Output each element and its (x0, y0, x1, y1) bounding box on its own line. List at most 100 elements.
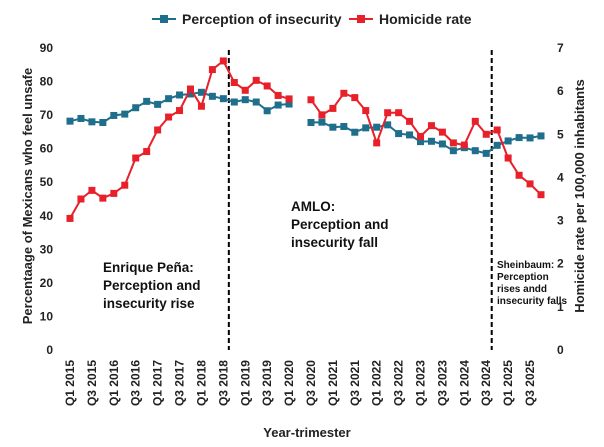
data-point (285, 95, 293, 103)
data-point (263, 107, 271, 115)
data-point (504, 137, 512, 145)
left-tick-label: 40 (40, 209, 54, 223)
data-point (110, 111, 118, 119)
annotation-pena: Enrique Peña: Perception and insecurity ri… (103, 260, 201, 311)
legend-label: Perception of insecurity (182, 11, 342, 27)
x-tick-label: Q3 2015 (85, 360, 99, 406)
data-point (438, 128, 446, 136)
data-point (252, 76, 260, 84)
data-point (482, 130, 490, 138)
x-tick-label: Q3 2016 (129, 360, 143, 406)
legend-marker (160, 15, 168, 23)
data-point (197, 102, 205, 110)
x-tick-label: Q1 2019 (238, 360, 252, 406)
data-point (482, 149, 490, 157)
x-tick-label: Q3 2023 (435, 360, 449, 406)
series-homicide (66, 57, 545, 222)
annotations: Enrique Peña: Perception and insecurity ri… (103, 199, 567, 311)
annotation-line: Sheinbaum: (497, 260, 554, 271)
data-point (77, 195, 85, 203)
x-tick-label: Q3 2020 (304, 360, 318, 406)
data-point (351, 128, 359, 136)
data-point (176, 91, 184, 99)
data-point (427, 137, 435, 145)
data-point (274, 101, 282, 109)
data-point (154, 100, 162, 108)
annotation-line: insecurity rise (103, 296, 195, 311)
data-point (340, 89, 348, 97)
data-point (493, 126, 501, 134)
data-point (66, 214, 74, 222)
data-point (493, 141, 501, 149)
data-point (504, 154, 512, 162)
annotation-line: Enrique Peña: (103, 260, 194, 275)
data-point (77, 114, 85, 122)
data-point (121, 110, 129, 118)
data-point (329, 104, 337, 112)
x-axis-ticks: Q1 2015 Q3 2015 Q1 2016 Q3 2016 Q1 2017 Q3 20… (63, 360, 537, 406)
legend-label: Homicide rate (379, 11, 472, 27)
data-point (329, 123, 337, 131)
series-line (310, 92, 542, 196)
data-point (471, 147, 479, 155)
annotation-line: Perception and (291, 217, 389, 232)
data-point (537, 191, 545, 199)
data-point (406, 117, 414, 125)
data-point (427, 122, 435, 130)
data-point (99, 118, 107, 126)
annotation-line: insecurity falls (497, 296, 567, 307)
annotation-line: rises andd (497, 284, 547, 295)
data-point (230, 98, 238, 106)
data-point (252, 98, 260, 106)
left-tick-label: 80 (40, 75, 54, 89)
data-point (417, 138, 425, 146)
data-point (208, 92, 216, 100)
left-tick-label: 60 (40, 142, 54, 156)
data-point (263, 82, 271, 90)
data-point (219, 57, 227, 65)
right-tick-label: 3 (557, 214, 564, 228)
data-point (165, 95, 173, 103)
data-point (121, 181, 129, 189)
data-point (307, 118, 315, 126)
x-tick-label: Q3 2021 (348, 360, 362, 406)
data-point (537, 132, 545, 140)
data-point (219, 95, 227, 103)
data-point (241, 86, 249, 94)
left-axis-ticks: 0 10 20 30 40 50 60 70 80 90 (40, 41, 54, 357)
data-point (515, 171, 523, 179)
data-point (340, 123, 348, 131)
x-tick-label: Q3 2022 (392, 360, 406, 406)
annotation-line: Perception (497, 272, 549, 283)
data-point (186, 90, 194, 98)
data-point (132, 154, 140, 162)
right-tick-label: 2 (557, 257, 564, 271)
x-tick-label: Q1 2023 (414, 360, 428, 406)
data-point (526, 180, 534, 188)
data-point (197, 88, 205, 96)
x-tick-label: Q3 2017 (173, 360, 187, 406)
legend-item-perception: Perception of insecurity (152, 11, 342, 27)
data-point (351, 94, 359, 102)
right-tick-label: 7 (557, 41, 564, 55)
data-point (154, 126, 162, 134)
x-tick-label: Q1 2021 (326, 360, 340, 406)
data-point (99, 194, 107, 202)
annotation-line: insecurity fall (291, 235, 378, 250)
data-point (362, 107, 370, 115)
x-axis-title: Year-trimester (263, 425, 350, 440)
x-tick-label: Q1 2016 (107, 360, 121, 406)
data-point (460, 141, 468, 149)
data-point (384, 109, 392, 117)
data-point (395, 109, 403, 117)
data-point (406, 131, 414, 139)
right-axis-ticks: 0 1 2 3 4 5 6 7 (557, 41, 564, 357)
data-point (373, 139, 381, 147)
right-tick-label: 4 (557, 170, 564, 184)
right-tick-label: 1 (557, 300, 564, 314)
data-point (362, 124, 370, 132)
left-tick-label: 10 (40, 309, 54, 323)
annotation-line: AMLO: (291, 199, 335, 214)
